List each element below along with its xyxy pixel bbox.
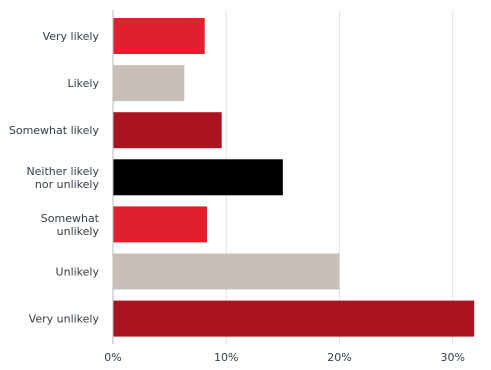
bar — [113, 300, 475, 337]
category-labels: Very likely Likely Somewhat likely Neither … — [9, 30, 100, 326]
bar — [113, 65, 185, 102]
x-tick-label: 30% — [440, 351, 464, 364]
x-tick-label: 0% — [104, 351, 121, 364]
category-label: Unlikely — [56, 266, 100, 279]
x-tick-label: 20% — [327, 351, 351, 364]
x-tick-label: 10% — [214, 351, 238, 364]
category-label: Very unlikely — [29, 313, 100, 326]
category-label: Somewhat likely — [9, 124, 100, 137]
bars — [113, 18, 475, 337]
bar — [113, 253, 340, 290]
category-label: Likely — [68, 77, 100, 90]
x-tick-labels: 0% 10% 20% 30% — [104, 351, 465, 364]
category-label: Neither likely nor unlikely — [26, 165, 99, 191]
category-label: Very likely — [43, 30, 100, 43]
bar — [113, 159, 283, 196]
bar — [113, 206, 207, 243]
bar — [113, 112, 222, 149]
category-label: Somewhat unlikely — [41, 212, 100, 238]
bar — [113, 18, 205, 54]
